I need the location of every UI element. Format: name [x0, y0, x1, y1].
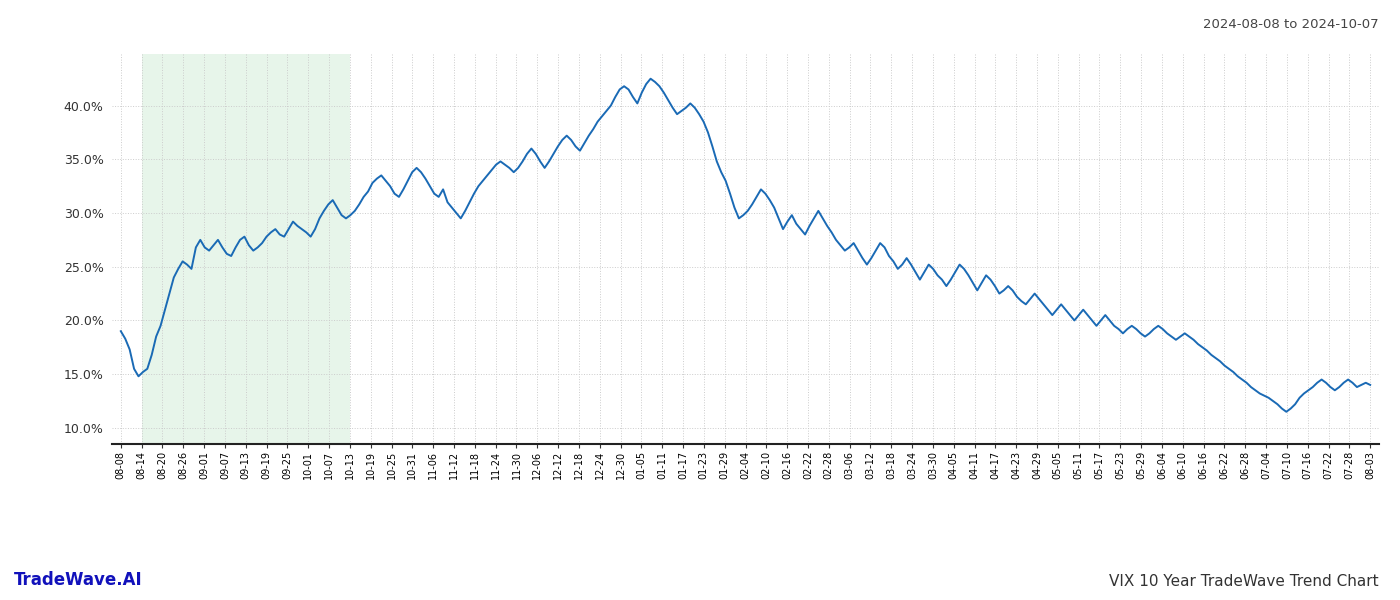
Text: TradeWave.AI: TradeWave.AI	[14, 571, 143, 589]
Text: 2024-08-08 to 2024-10-07: 2024-08-08 to 2024-10-07	[1204, 18, 1379, 31]
Text: VIX 10 Year TradeWave Trend Chart: VIX 10 Year TradeWave Trend Chart	[1109, 574, 1379, 589]
Bar	[141, 54, 350, 444]
